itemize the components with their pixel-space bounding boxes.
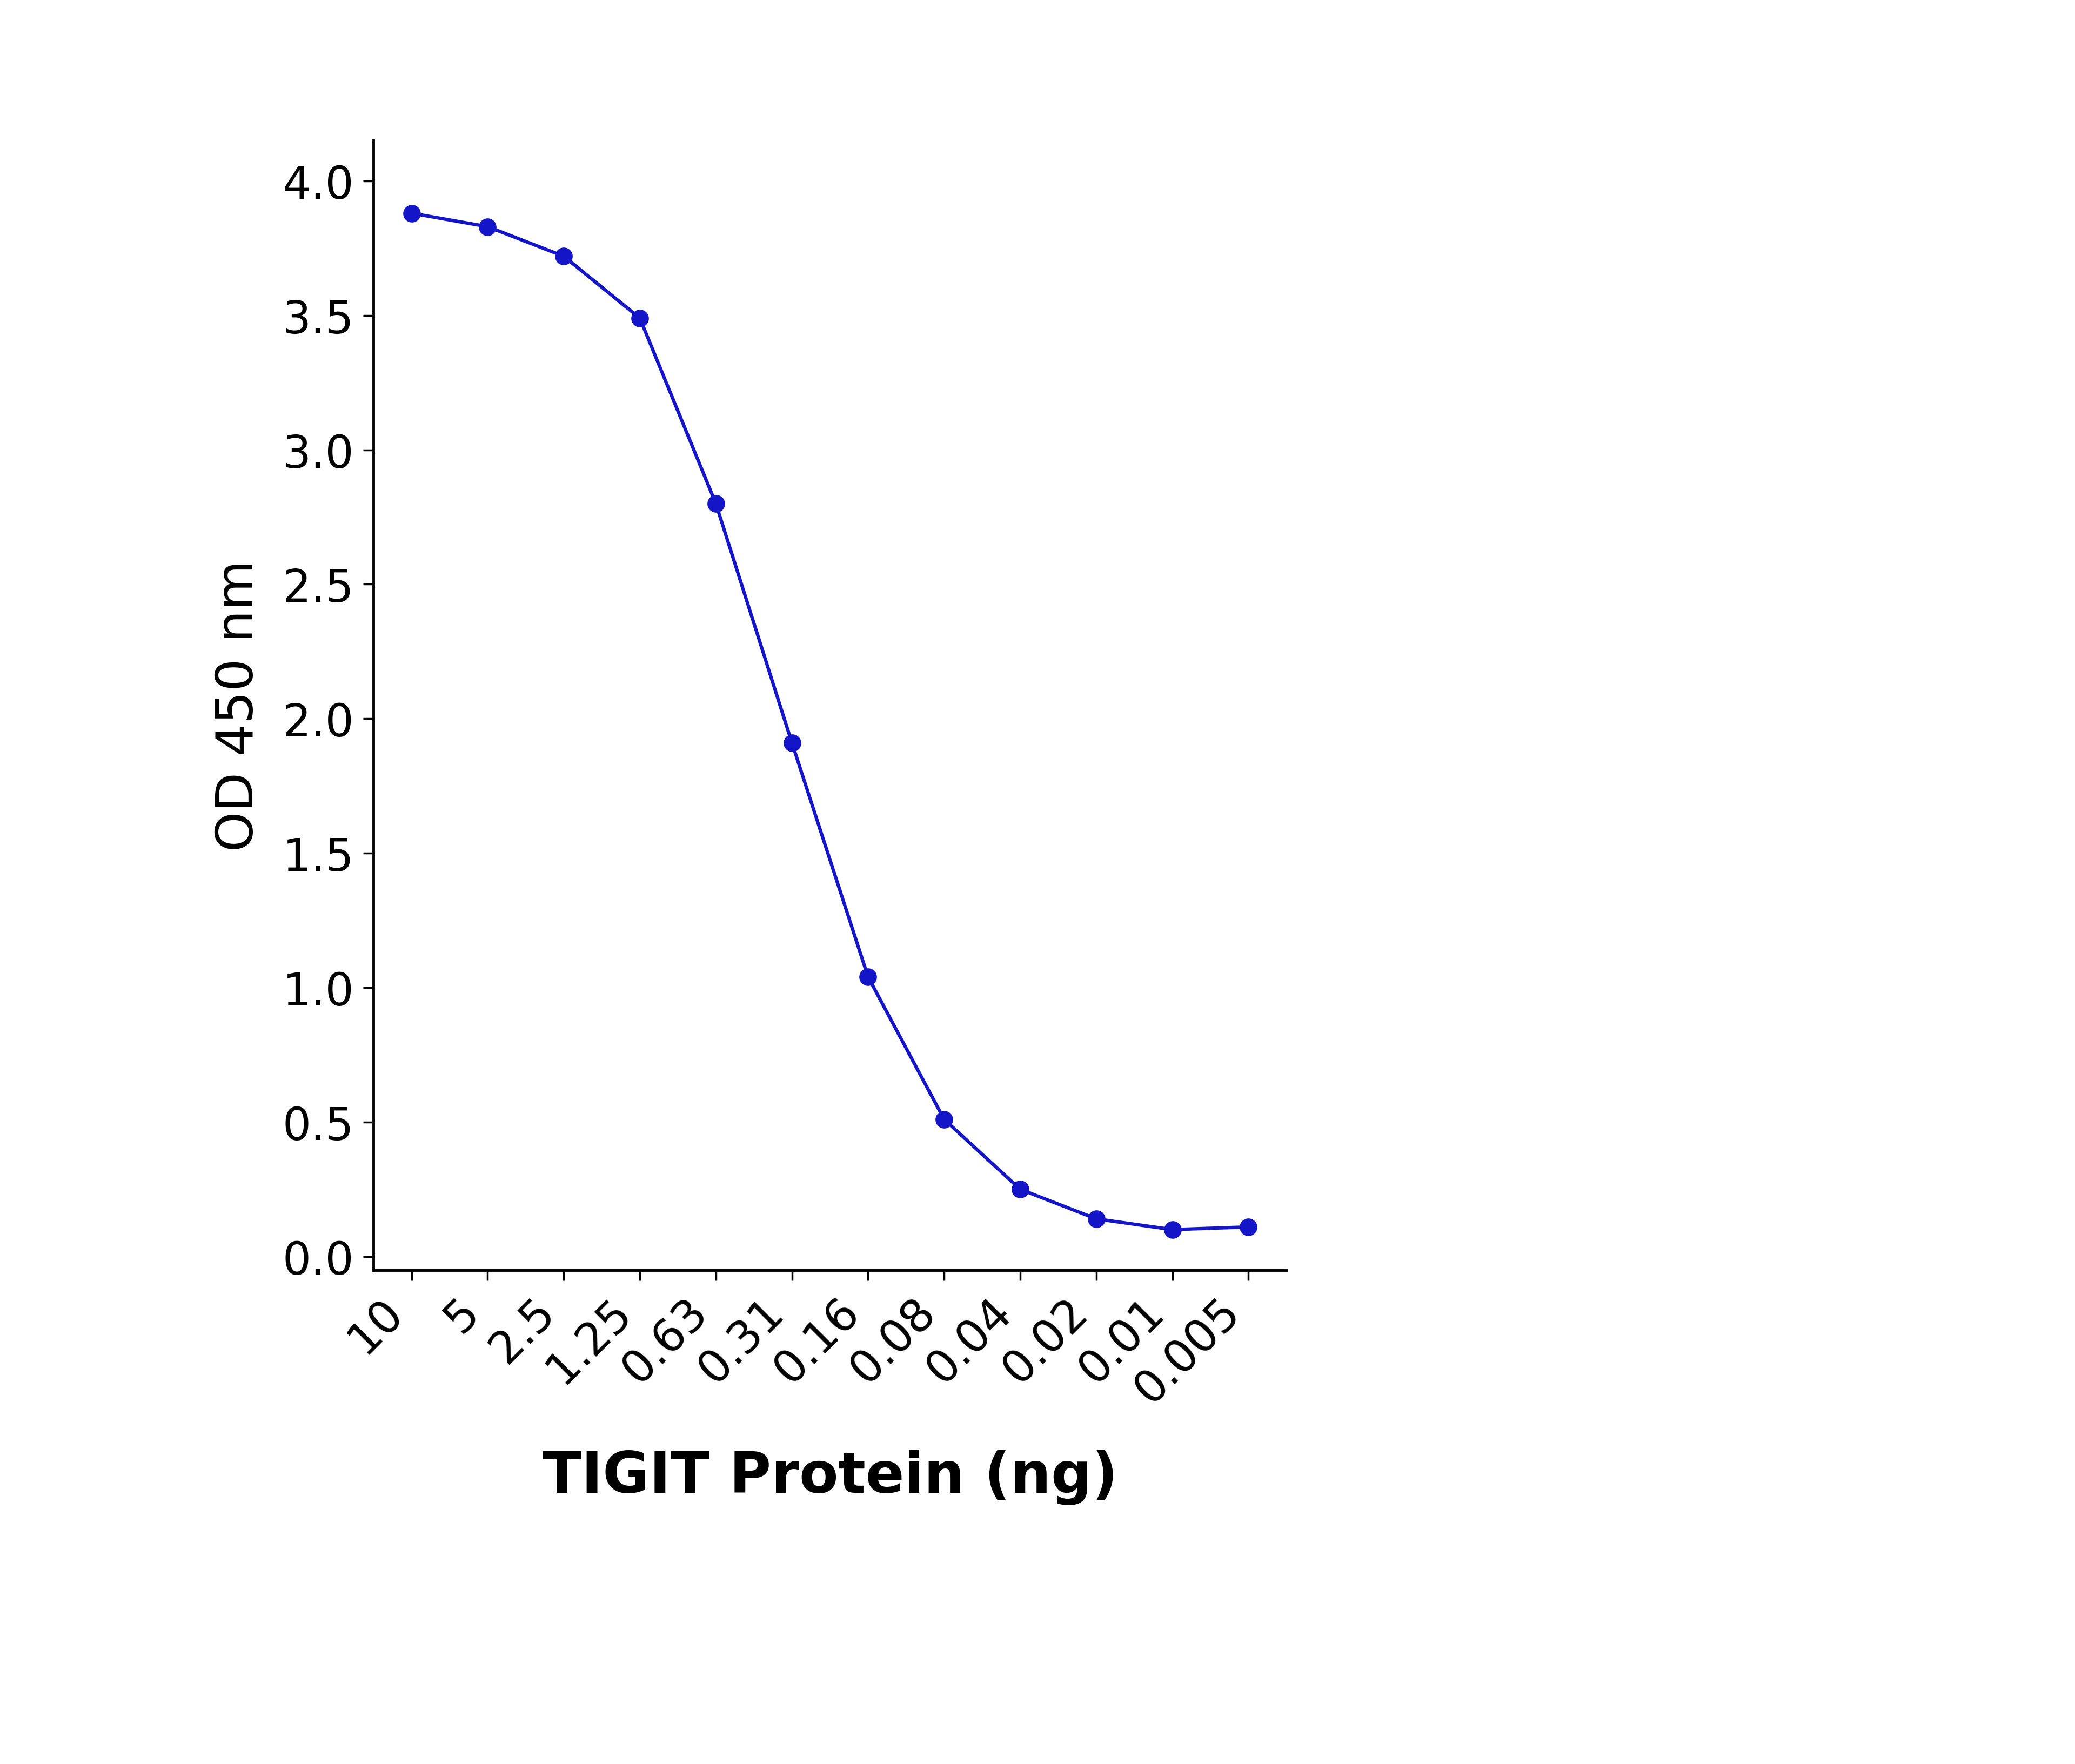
X-axis label: TIGIT Protein (ng): TIGIT Protein (ng)	[542, 1448, 1118, 1505]
Y-axis label: OD 450 nm: OD 450 nm	[214, 559, 264, 852]
